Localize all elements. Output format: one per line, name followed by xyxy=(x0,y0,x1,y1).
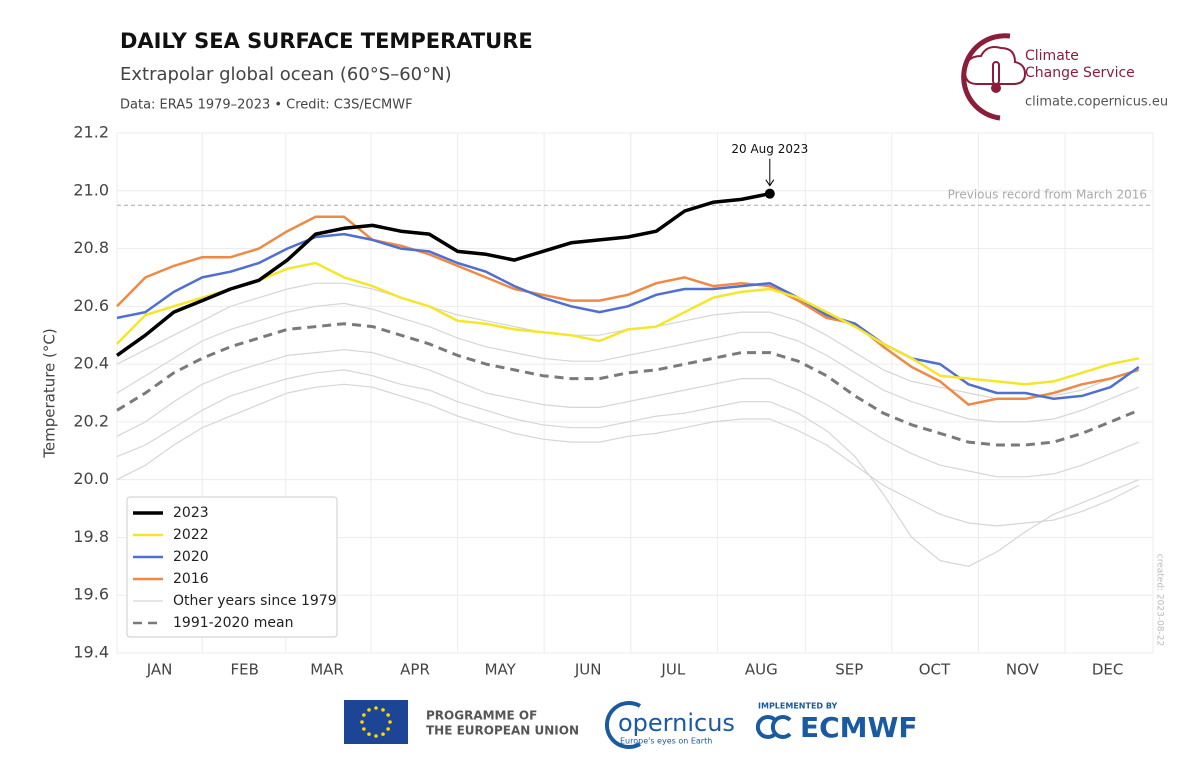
legend-label: 2022 xyxy=(173,527,209,543)
other-year-line xyxy=(116,302,1140,423)
y-tick-label: 21.2 xyxy=(73,123,109,142)
copernicus: opernicus xyxy=(618,709,735,737)
x-tick-label: JAN xyxy=(146,661,173,679)
star xyxy=(374,734,378,738)
record-label: Previous record from March 2016 xyxy=(948,188,1147,202)
annotation: 20 Aug 2023 xyxy=(731,142,808,156)
y-tick-label: 19.6 xyxy=(73,585,109,604)
ecmwf: ECMWF xyxy=(800,711,918,744)
x-tick-label: JUN xyxy=(574,661,602,679)
y-tick-label: 20.0 xyxy=(73,469,109,488)
implemented: IMPLEMENTED BY xyxy=(758,702,837,711)
star xyxy=(381,708,385,712)
star xyxy=(386,727,390,731)
x-tick-label: NOV xyxy=(1006,661,1040,679)
y-tick-label: 20.4 xyxy=(73,354,109,373)
y-axis-label: Temperature (°C) xyxy=(41,328,59,458)
copernicus-tagline: Europe's eyes on Earth xyxy=(620,737,712,746)
star xyxy=(381,732,385,736)
logo-text: Climate xyxy=(1025,48,1079,64)
last-point xyxy=(764,188,775,199)
chart-title: DAILY SEA SURFACE TEMPERATURE xyxy=(120,29,533,53)
star xyxy=(388,720,392,724)
legend-box xyxy=(126,496,338,638)
star xyxy=(386,713,390,717)
legend-label: 1991-2020 mean xyxy=(173,615,293,631)
x-tick-label: APR xyxy=(400,661,430,679)
x-tick-label: AUG xyxy=(745,661,778,679)
x-tick-label: JUL xyxy=(660,661,685,679)
other-year-line xyxy=(116,349,1140,478)
series-line xyxy=(116,261,1140,386)
x-tick-label: DEC xyxy=(1092,661,1124,679)
other-year-line xyxy=(116,369,1140,567)
legend-label: 2023 xyxy=(173,505,209,521)
x-tick-label: MAR xyxy=(310,661,344,679)
star xyxy=(374,706,378,710)
x-tick-label: FEB xyxy=(231,661,259,679)
star xyxy=(362,713,366,717)
side-note: created: 2023-08-22 xyxy=(1155,554,1165,646)
series-line xyxy=(115,191,771,357)
arrow-head xyxy=(765,179,775,187)
x-tick-label: SEP xyxy=(835,661,863,679)
star xyxy=(367,708,371,712)
eu-text: PROGRAMME OF xyxy=(426,709,537,723)
legend-label: Other years since 1979 xyxy=(173,593,337,609)
c3s-logo xyxy=(961,33,1027,121)
chart-subtitle: Extrapolar global ocean (60°S–60°N) xyxy=(120,64,452,85)
series-line xyxy=(116,322,1140,447)
star xyxy=(360,720,364,724)
footer: PROGRAMME OF THE EUROPEAN UNION opernicu… xyxy=(344,700,918,749)
series-line xyxy=(116,215,1140,406)
x-tick-label: OCT xyxy=(919,661,951,679)
y-tick-label: 20.2 xyxy=(73,411,109,430)
star xyxy=(362,727,366,731)
other-year-line xyxy=(116,383,1140,527)
y-tick-label: 19.4 xyxy=(73,643,109,662)
series-line xyxy=(116,232,1140,401)
url: climate.copernicus.eu xyxy=(1025,95,1168,110)
x-tick-label: MAY xyxy=(485,661,517,679)
logo-text: Change Service xyxy=(1025,65,1135,81)
credit: Data: ERA5 1979–2023 • Credit: C3S/ECMWF xyxy=(120,98,413,113)
eu-text: THE EUROPEAN UNION xyxy=(426,724,579,738)
legend-label: 2020 xyxy=(173,549,209,565)
y-tick-label: 19.8 xyxy=(73,527,109,546)
plot: 19.4 19.6 19.8 20.0 20.2 20.4 20.6 20.8 21.0 21.2… xyxy=(73,123,1154,679)
star xyxy=(367,732,371,736)
y-tick-label: 20.6 xyxy=(73,296,109,315)
y-tick-label: 20.8 xyxy=(73,238,109,257)
legend-label: 2016 xyxy=(173,571,209,587)
y-tick-label: 21.0 xyxy=(73,180,109,199)
